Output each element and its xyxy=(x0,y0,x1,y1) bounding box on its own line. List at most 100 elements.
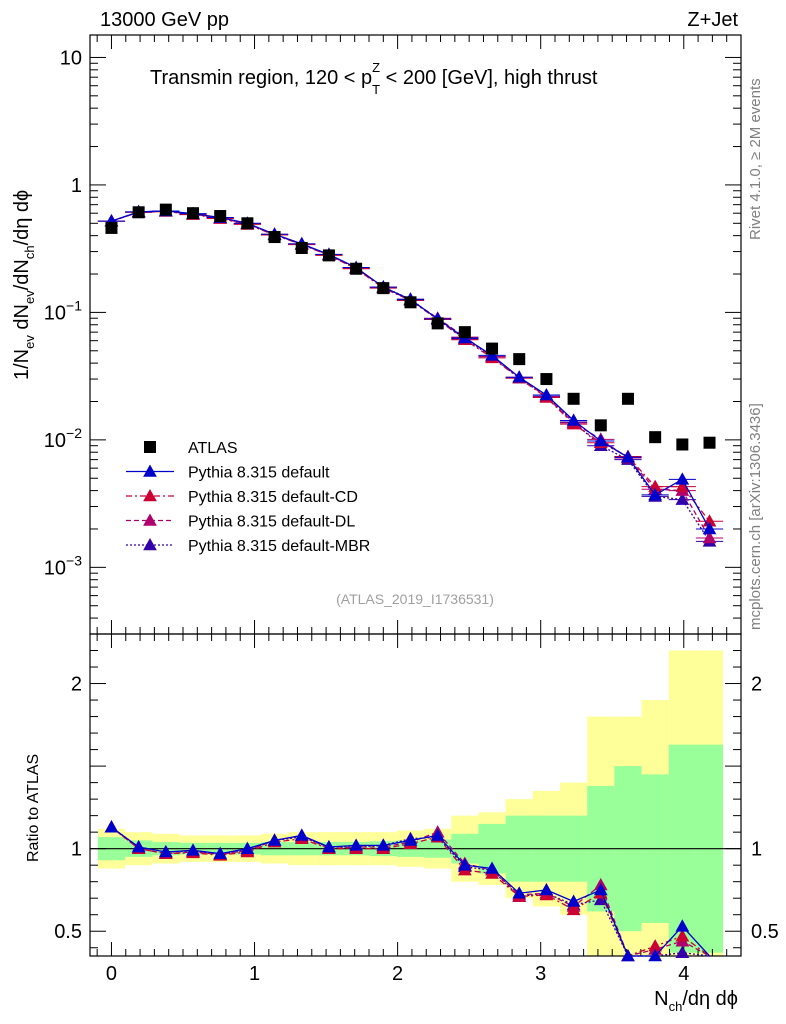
ratio-marker xyxy=(131,839,146,853)
atlas-marker xyxy=(458,326,471,339)
ratio-marker xyxy=(267,833,282,846)
ratio-marker xyxy=(349,838,363,851)
legend-marker-atlas xyxy=(144,441,156,453)
ratio-marker xyxy=(593,882,608,896)
ratio-y-tick-label: 1 xyxy=(71,839,82,861)
legend-marker xyxy=(143,464,157,477)
atlas-marker xyxy=(214,210,227,223)
y-tick-label: 1 xyxy=(71,175,82,197)
ratio-marker xyxy=(186,843,200,856)
legend-label: Pythia 8.315 default xyxy=(188,465,330,482)
ratio-panel: 0 1 2 3 4 0.5 0.5 1 1 2 2 xyxy=(54,633,779,985)
ratio-marker xyxy=(240,841,255,854)
atlas-marker xyxy=(567,392,580,405)
atlas-marker xyxy=(295,242,308,255)
process-label: Z+Jet xyxy=(687,9,738,31)
atlas-marker xyxy=(540,373,553,386)
series-marker xyxy=(593,433,608,447)
ratio-frame xyxy=(89,633,742,957)
ratio-y-tick-label: 2 xyxy=(71,674,82,696)
legend-marker xyxy=(143,537,157,551)
x-tick-label: 0 xyxy=(106,963,117,985)
legend-label: ATLAS xyxy=(188,440,238,457)
legend: ATLAS Pythia 8.315 default Pythia 8.315 de… xyxy=(126,440,370,555)
atlas-marker xyxy=(159,203,172,216)
series-marker xyxy=(485,348,499,361)
ratio-marker xyxy=(539,882,554,896)
atlas-marker xyxy=(350,262,363,275)
atlas-marker xyxy=(241,217,254,230)
atlas-marker xyxy=(649,431,662,444)
atlas-marker xyxy=(404,296,417,309)
atlas-marker xyxy=(322,249,335,262)
atlas-marker xyxy=(132,206,145,219)
main-panel: 10 1 10−1 10−2 10−3 xyxy=(44,34,742,635)
ratio-marker xyxy=(430,828,445,841)
atlas-marker xyxy=(187,207,200,220)
series-marker xyxy=(566,413,581,426)
atlas-marker xyxy=(377,282,390,295)
legend-marker xyxy=(143,488,157,502)
main-ylabel: 1/Nev dNev/dNch/dη dϕ xyxy=(11,190,37,380)
ratio-marker xyxy=(485,861,499,874)
y-tick-label: 10−3 xyxy=(44,552,82,579)
ratio-marker xyxy=(104,820,119,833)
ratio-line xyxy=(111,826,710,957)
ratio-marker xyxy=(158,844,173,858)
ratio-marker xyxy=(458,858,472,871)
legend-label: Pythia 8.315 default-MBR xyxy=(188,538,370,555)
ratio-y-tick-label: 0.5 xyxy=(54,921,82,943)
ratio-marker xyxy=(566,902,581,916)
ratio-ylabel: Ratio to ATLAS xyxy=(25,754,42,862)
atlas-marker xyxy=(105,221,118,234)
atlas-marker xyxy=(268,231,281,244)
legend-marker xyxy=(143,513,157,526)
ratio-marker xyxy=(621,948,635,962)
rivet-version-label: Rivet 4.1.0, ≥ 2M events xyxy=(747,78,764,240)
atlas-marker xyxy=(594,419,607,432)
atlas-marker xyxy=(513,353,526,366)
y-tick-label: 10 xyxy=(60,47,82,69)
plot-title: Transmin region, 120 < pZ T < 200 [GeV], … xyxy=(150,60,598,97)
analysis-id-label: (ATLAS_2019_I1736531) xyxy=(336,591,494,607)
atlas-marker xyxy=(431,317,444,330)
y-tick-label: 10−2 xyxy=(44,425,82,452)
atlas-marker xyxy=(621,392,634,405)
atlas-marker xyxy=(703,436,716,449)
ratio-marker xyxy=(566,894,581,907)
series-marker xyxy=(621,450,635,463)
legend-label: Pythia 8.315 default-DL xyxy=(188,514,355,531)
x-tick-label: 4 xyxy=(678,963,689,985)
ratio-y-tick-label-right: 0.5 xyxy=(751,921,779,943)
series-marker xyxy=(539,387,554,401)
ratio-marker xyxy=(512,886,527,899)
y-tick-label: 10−1 xyxy=(44,297,82,324)
series-marker xyxy=(648,487,663,501)
series-marker xyxy=(702,530,717,544)
x-tick-label: 3 xyxy=(535,963,546,985)
ratio-marker xyxy=(322,839,336,853)
series-marker xyxy=(512,370,527,383)
ratio-y-tick-label-right: 1 xyxy=(751,839,762,861)
series-marker xyxy=(675,492,690,505)
x-tick-label: 2 xyxy=(392,963,403,985)
ratio-marker xyxy=(376,838,391,851)
ratio-marker xyxy=(213,846,228,859)
series-marker xyxy=(675,472,690,485)
legend-label: Pythia 8.315 default-CD xyxy=(188,489,358,506)
ratio-marker xyxy=(675,919,690,932)
beam-label: 13000 GeV pp xyxy=(100,9,229,31)
x-axis-label: Nch/dη dϕ xyxy=(654,988,738,1014)
series-marker xyxy=(702,521,717,535)
ratio-marker xyxy=(675,929,690,942)
ratio-marker xyxy=(403,833,418,846)
ratio-marker xyxy=(675,945,690,958)
ratio-y-tick-label-right: 2 xyxy=(751,674,762,696)
atlas-marker xyxy=(676,438,689,451)
atlas-marker xyxy=(486,342,499,355)
mcplots-label: mcplots.cern.ch [arXiv:1306.3436] xyxy=(747,403,764,630)
x-tick-label: 1 xyxy=(249,963,260,985)
ratio-marker xyxy=(648,948,663,962)
ratio-marker xyxy=(294,828,309,841)
